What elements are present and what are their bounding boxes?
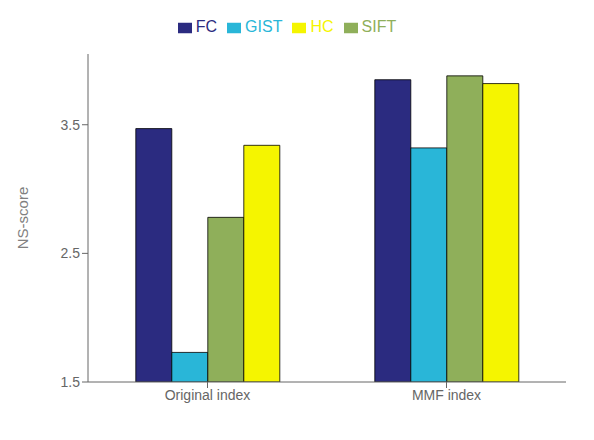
svg-text:1.5: 1.5 <box>61 374 81 390</box>
html-text:SIFT: SIFT <box>361 18 397 35</box>
svg-text:2.5: 2.5 <box>61 245 81 261</box>
html-text:FC: FC <box>195 18 218 35</box>
html-text:HC: HC <box>310 18 334 35</box>
html-text:GIST: GIST <box>245 18 283 35</box>
svg-text:NS-score: NS-score <box>14 187 31 250</box>
svg-text:3.5: 3.5 <box>61 117 81 133</box>
svg-text:Original index: Original index <box>165 387 251 403</box>
svg-text:MMF index: MMF index <box>412 387 481 403</box>
